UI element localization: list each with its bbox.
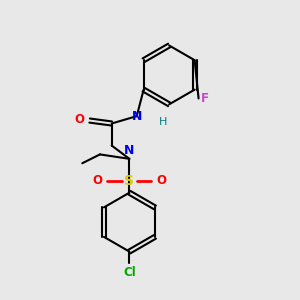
Text: N: N [132,110,142,123]
Text: F: F [201,92,209,105]
Text: Cl: Cl [123,266,136,279]
Text: S: S [124,174,134,188]
Text: H: H [159,117,167,127]
Text: O: O [74,112,84,126]
Text: O: O [157,174,167,188]
Text: O: O [92,174,102,188]
Text: N: N [124,144,135,158]
